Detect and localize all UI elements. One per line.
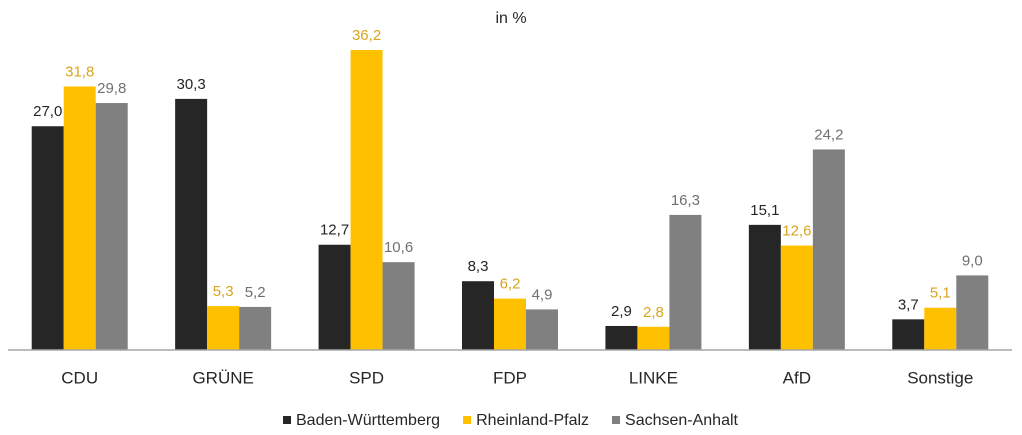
bar xyxy=(637,326,670,350)
x-tick-label: CDU xyxy=(61,368,98,387)
data-label: 16,3 xyxy=(671,192,700,209)
data-label: 29,8 xyxy=(97,80,126,97)
data-label: 2,8 xyxy=(643,304,664,321)
bar xyxy=(526,309,558,350)
x-tick-label: AfD xyxy=(783,368,811,387)
bar xyxy=(31,126,64,350)
bar xyxy=(605,325,638,350)
data-label: 5,2 xyxy=(245,284,266,301)
data-label: 12,7 xyxy=(320,222,349,239)
bar xyxy=(95,103,128,351)
data-label: 5,3 xyxy=(213,283,234,300)
legend-swatch xyxy=(463,416,472,424)
data-label: 36,2 xyxy=(352,27,381,44)
data-label: 8,3 xyxy=(468,258,489,275)
bar xyxy=(175,98,208,351)
data-label: 24,2 xyxy=(814,126,843,143)
data-label: 6,2 xyxy=(500,276,521,293)
data-label: 27,0 xyxy=(33,103,62,120)
data-label: 2,9 xyxy=(611,303,632,320)
x-tick-label: FDP xyxy=(493,368,527,387)
bar xyxy=(892,319,925,350)
bar xyxy=(318,244,351,350)
data-label: 9,0 xyxy=(962,252,983,269)
legend-label: Sachsen-Anhalt xyxy=(625,412,739,429)
bar xyxy=(462,281,494,350)
data-label: 15,1 xyxy=(750,202,779,219)
data-label: 10,6 xyxy=(384,239,413,256)
data-label: 12,6 xyxy=(782,223,811,240)
data-label: 5,1 xyxy=(930,285,951,302)
bar xyxy=(494,298,526,350)
bar xyxy=(956,275,989,350)
bar xyxy=(239,306,272,350)
x-tick-label: LINKE xyxy=(629,368,678,387)
bar xyxy=(924,307,957,350)
data-label: 30,3 xyxy=(177,76,206,93)
legend-label: Rheinland-Pfalz xyxy=(476,412,589,429)
data-label: 3,7 xyxy=(898,296,919,313)
bar xyxy=(669,214,702,350)
bar xyxy=(350,50,383,350)
legend-swatch xyxy=(283,416,292,424)
bar xyxy=(382,262,415,350)
legend-label: Baden-Württemberg xyxy=(296,412,440,429)
chart-title: in % xyxy=(495,10,526,27)
bar xyxy=(207,306,240,350)
legend-swatch xyxy=(612,416,621,424)
bar xyxy=(812,149,845,350)
bar xyxy=(748,224,781,350)
x-tick-label: Sonstige xyxy=(907,368,973,387)
data-label: 4,9 xyxy=(532,286,553,303)
data-label: 31,8 xyxy=(65,63,94,80)
bar xyxy=(63,86,96,351)
x-tick-label: SPD xyxy=(349,368,384,387)
bar xyxy=(780,245,813,350)
x-tick-label: GRÜNE xyxy=(192,368,253,387)
